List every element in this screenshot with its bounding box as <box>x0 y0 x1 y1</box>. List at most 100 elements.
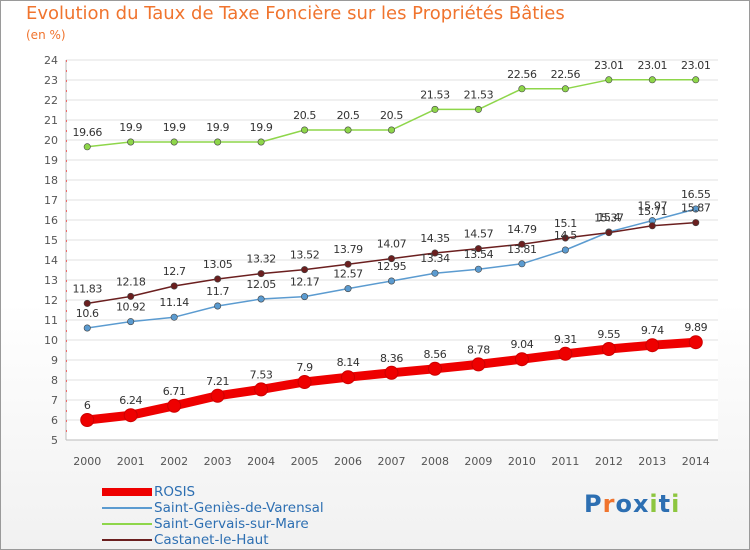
data-point <box>474 265 482 273</box>
x-tick-label: 2001 <box>117 455 145 468</box>
data-label: 19.66 <box>72 126 102 139</box>
data-point <box>214 302 222 310</box>
x-tick-label: 2012 <box>595 455 623 468</box>
logo-letter: i <box>649 490 659 518</box>
data-label: 10.6 <box>76 307 99 320</box>
data-label: 8.56 <box>424 348 447 361</box>
data-label: 20.5 <box>293 109 316 122</box>
legend-label: ROSIS <box>154 484 196 500</box>
x-tick-label: 2002 <box>160 455 188 468</box>
data-point <box>431 105 439 113</box>
data-label: 12.17 <box>290 276 320 289</box>
data-label: 23.01 <box>638 59 668 72</box>
data-label: 15.97 <box>638 200 668 213</box>
data-point <box>471 357 486 372</box>
data-point <box>301 126 309 134</box>
x-tick-label: 2005 <box>291 455 319 468</box>
data-label: 11.83 <box>72 282 102 295</box>
data-label: 12.7 <box>163 265 186 278</box>
x-tick-label: 2006 <box>334 455 362 468</box>
data-point <box>387 126 395 134</box>
proxiti-logo: Proxiti <box>584 490 680 518</box>
data-point <box>648 76 656 84</box>
data-label: 21.53 <box>464 88 494 101</box>
data-label: 9.89 <box>684 321 707 334</box>
legend-swatch <box>102 507 152 509</box>
data-label: 9.04 <box>510 338 533 351</box>
legend-swatch <box>102 523 152 525</box>
data-label: 7.9 <box>296 361 313 374</box>
data-label: 9.55 <box>597 328 620 341</box>
data-label: 7.21 <box>206 375 229 388</box>
data-label: 19.9 <box>206 121 229 134</box>
data-label: 15.71 <box>638 205 668 218</box>
data-point <box>558 346 573 361</box>
data-label: 15.1 <box>554 217 577 230</box>
data-point <box>387 277 395 285</box>
x-tick-label: 2007 <box>378 455 406 468</box>
data-label: 15.4 <box>597 211 620 224</box>
data-label: 23.01 <box>594 59 624 72</box>
data-label: 20.5 <box>337 109 360 122</box>
y-tick-label: 21 <box>44 114 58 127</box>
y-tick-label: 8 <box>51 374 58 387</box>
data-point <box>127 138 135 146</box>
data-label: 13.34 <box>420 252 450 265</box>
logo-letter: r <box>602 490 616 518</box>
data-point <box>518 260 526 268</box>
data-point <box>83 299 91 307</box>
data-label: 23.01 <box>681 59 711 72</box>
data-point <box>601 342 616 356</box>
data-label: 12.95 <box>377 260 407 273</box>
y-tick-label: 12 <box>44 294 58 307</box>
data-point <box>257 295 265 303</box>
data-point <box>431 269 439 277</box>
data-point <box>210 388 225 403</box>
data-label: 14.57 <box>464 228 494 241</box>
data-label: 19.9 <box>250 121 273 134</box>
logo-letter: P <box>584 490 603 518</box>
data-point <box>518 85 526 93</box>
y-tick-label: 7 <box>51 394 58 407</box>
data-point <box>80 413 95 427</box>
data-point <box>344 285 352 293</box>
data-label: 13.81 <box>507 243 537 256</box>
data-label: 12.57 <box>333 268 363 281</box>
legend-label: Saint-Gervais-sur-Mare <box>154 516 309 532</box>
y-tick-label: 13 <box>44 274 58 287</box>
data-label: 8.78 <box>467 343 490 356</box>
data-point <box>561 246 569 254</box>
data-point <box>123 408 138 423</box>
data-point <box>387 255 395 263</box>
data-point <box>518 240 526 248</box>
y-tick-label: 11 <box>44 314 58 327</box>
data-point <box>170 313 178 321</box>
data-label: 22.56 <box>551 68 581 81</box>
data-label: 19.9 <box>119 121 142 134</box>
x-tick-label: 2004 <box>247 455 275 468</box>
data-point <box>648 222 656 230</box>
y-tick-label: 9 <box>51 354 58 367</box>
data-point <box>561 85 569 93</box>
legend-swatch <box>102 539 152 541</box>
y-tick-label: 14 <box>44 254 58 267</box>
data-point <box>170 138 178 146</box>
y-tick-label: 10 <box>44 334 58 347</box>
data-point <box>167 398 182 413</box>
data-label: 11.7 <box>206 285 229 298</box>
y-tick-label: 19 <box>44 154 58 167</box>
data-point <box>214 138 222 146</box>
y-tick-label: 22 <box>44 94 58 107</box>
chart-title: Evolution du Taux de Taxe Foncière sur l… <box>26 3 565 24</box>
data-point <box>688 335 703 350</box>
data-label: 11.14 <box>159 296 189 309</box>
y-tick-label: 18 <box>44 174 58 187</box>
data-label: 6.24 <box>119 394 142 407</box>
data-label: 13.52 <box>290 249 320 262</box>
data-label: 7.53 <box>250 368 273 381</box>
legend-label: Saint-Geniès-de-Varensal <box>154 500 324 516</box>
data-point <box>301 293 309 301</box>
data-point <box>561 234 569 242</box>
data-point <box>127 318 135 326</box>
data-point <box>83 143 91 151</box>
